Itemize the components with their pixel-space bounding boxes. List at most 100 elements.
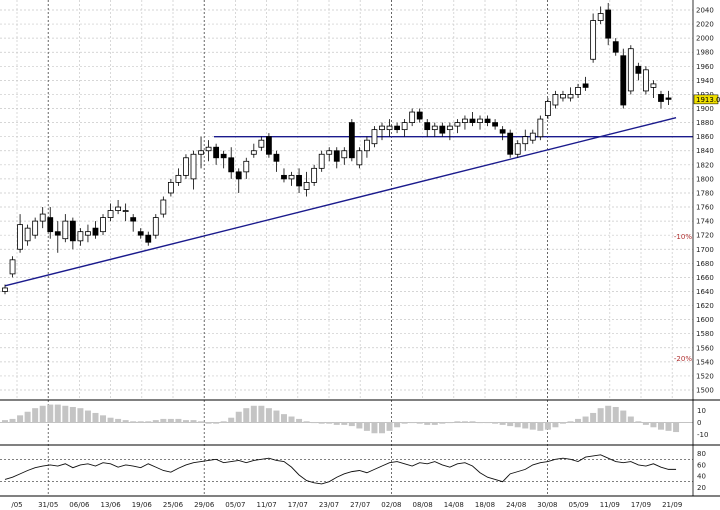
histogram-bar bbox=[529, 422, 536, 430]
candle-body bbox=[552, 94, 559, 106]
histogram-bar bbox=[273, 410, 280, 423]
candle-body bbox=[462, 118, 468, 123]
histogram-bar bbox=[213, 422, 220, 424]
histogram-bar bbox=[544, 422, 551, 430]
candle-body bbox=[612, 41, 619, 53]
histogram-bar bbox=[341, 422, 348, 425]
histogram-bar bbox=[650, 422, 657, 428]
candle bbox=[575, 83, 581, 98]
candle bbox=[145, 231, 152, 246]
histogram-bar bbox=[552, 422, 559, 428]
price-tick-label: 1980 bbox=[696, 49, 714, 57]
candle-body bbox=[544, 101, 551, 116]
candle bbox=[77, 228, 84, 246]
candle-body bbox=[296, 174, 302, 187]
oscillator-tick-label: 20 bbox=[697, 484, 706, 492]
candle bbox=[409, 108, 416, 127]
histogram-bar bbox=[454, 421, 461, 423]
histogram-bar bbox=[84, 410, 91, 423]
candle-body bbox=[635, 65, 642, 74]
histogram-bar bbox=[205, 422, 212, 424]
percent-label: -10% bbox=[674, 233, 692, 241]
price-tick-label: 1700 bbox=[696, 246, 714, 254]
histogram-bar bbox=[477, 422, 484, 424]
candle bbox=[416, 108, 423, 123]
last-price-marker: 1913.0 bbox=[693, 94, 720, 105]
price-tick-label: 1880 bbox=[696, 119, 714, 127]
histogram-bar bbox=[446, 422, 453, 424]
candle bbox=[590, 13, 597, 63]
date-tick-label: 19/06 bbox=[132, 501, 153, 509]
candle-body bbox=[235, 171, 242, 180]
histogram-bar bbox=[288, 416, 295, 423]
candle bbox=[356, 147, 363, 169]
oscillator-tick-label: 80 bbox=[697, 450, 706, 458]
main-plot-background bbox=[0, 0, 693, 399]
price-tick-label: 1960 bbox=[696, 63, 714, 71]
candle-body bbox=[469, 118, 476, 123]
price-tick-label: 1780 bbox=[696, 189, 714, 197]
price-tick-label: 1540 bbox=[696, 358, 714, 366]
histogram-bar bbox=[280, 414, 287, 423]
candle-body bbox=[198, 150, 204, 155]
candle-body bbox=[2, 287, 8, 292]
candle-body bbox=[492, 122, 499, 127]
candle bbox=[2, 284, 8, 295]
histogram-bar bbox=[363, 422, 370, 431]
histogram-bar bbox=[590, 412, 597, 423]
histogram-bar bbox=[296, 418, 303, 423]
histogram-bar bbox=[575, 418, 582, 423]
price-tick-label: 1520 bbox=[696, 372, 714, 380]
candle bbox=[296, 168, 302, 193]
candle-body bbox=[190, 153, 197, 180]
candle bbox=[544, 97, 551, 120]
candle-body bbox=[620, 55, 627, 106]
candle-body bbox=[243, 160, 250, 173]
candle bbox=[379, 122, 385, 141]
candle bbox=[627, 45, 634, 95]
candle bbox=[364, 136, 370, 158]
histogram-bar bbox=[160, 418, 167, 423]
candle-body bbox=[273, 153, 280, 162]
date-tick-label: 13/06 bbox=[101, 501, 122, 509]
candle bbox=[371, 126, 378, 148]
oscillator-tick-label: 60 bbox=[697, 461, 706, 469]
histogram-tick-label: -10 bbox=[697, 431, 708, 439]
candle-body bbox=[130, 217, 137, 222]
candle-body bbox=[220, 153, 227, 159]
histogram-bar bbox=[356, 422, 363, 429]
candle bbox=[401, 119, 408, 137]
candle-body bbox=[281, 174, 287, 180]
candle-body bbox=[54, 231, 61, 236]
candle-body bbox=[446, 125, 453, 131]
date-tick-label: 05/07 bbox=[225, 501, 245, 509]
oscillator-line bbox=[4, 454, 677, 485]
candle bbox=[348, 119, 355, 162]
candle-body bbox=[514, 143, 521, 155]
candle bbox=[643, 66, 649, 95]
candles bbox=[2, 2, 672, 295]
price-tick-label: 2020 bbox=[696, 21, 714, 29]
candle-body bbox=[333, 150, 340, 162]
date-tick-label: 17/07 bbox=[288, 501, 308, 509]
histogram-bar bbox=[371, 422, 378, 434]
candle-body bbox=[115, 206, 121, 211]
histogram-bar bbox=[92, 412, 99, 423]
date-tick-label: 24/08 bbox=[506, 501, 526, 509]
candle bbox=[17, 214, 23, 253]
candle bbox=[152, 214, 159, 239]
histogram-tick-label: 0 bbox=[697, 419, 701, 427]
candle bbox=[605, 2, 612, 46]
histogram-bar bbox=[228, 417, 235, 423]
candle bbox=[281, 168, 287, 183]
candle bbox=[9, 256, 16, 278]
candle-body bbox=[228, 157, 235, 173]
histogram-bar bbox=[620, 410, 627, 423]
histogram-bar bbox=[627, 416, 634, 423]
oscillator-panel: 80 60 40 20 bbox=[0, 450, 706, 492]
candle-body bbox=[507, 132, 514, 155]
histogram-bar bbox=[243, 408, 250, 423]
candle-body bbox=[183, 157, 189, 176]
histogram-bar bbox=[657, 422, 664, 430]
